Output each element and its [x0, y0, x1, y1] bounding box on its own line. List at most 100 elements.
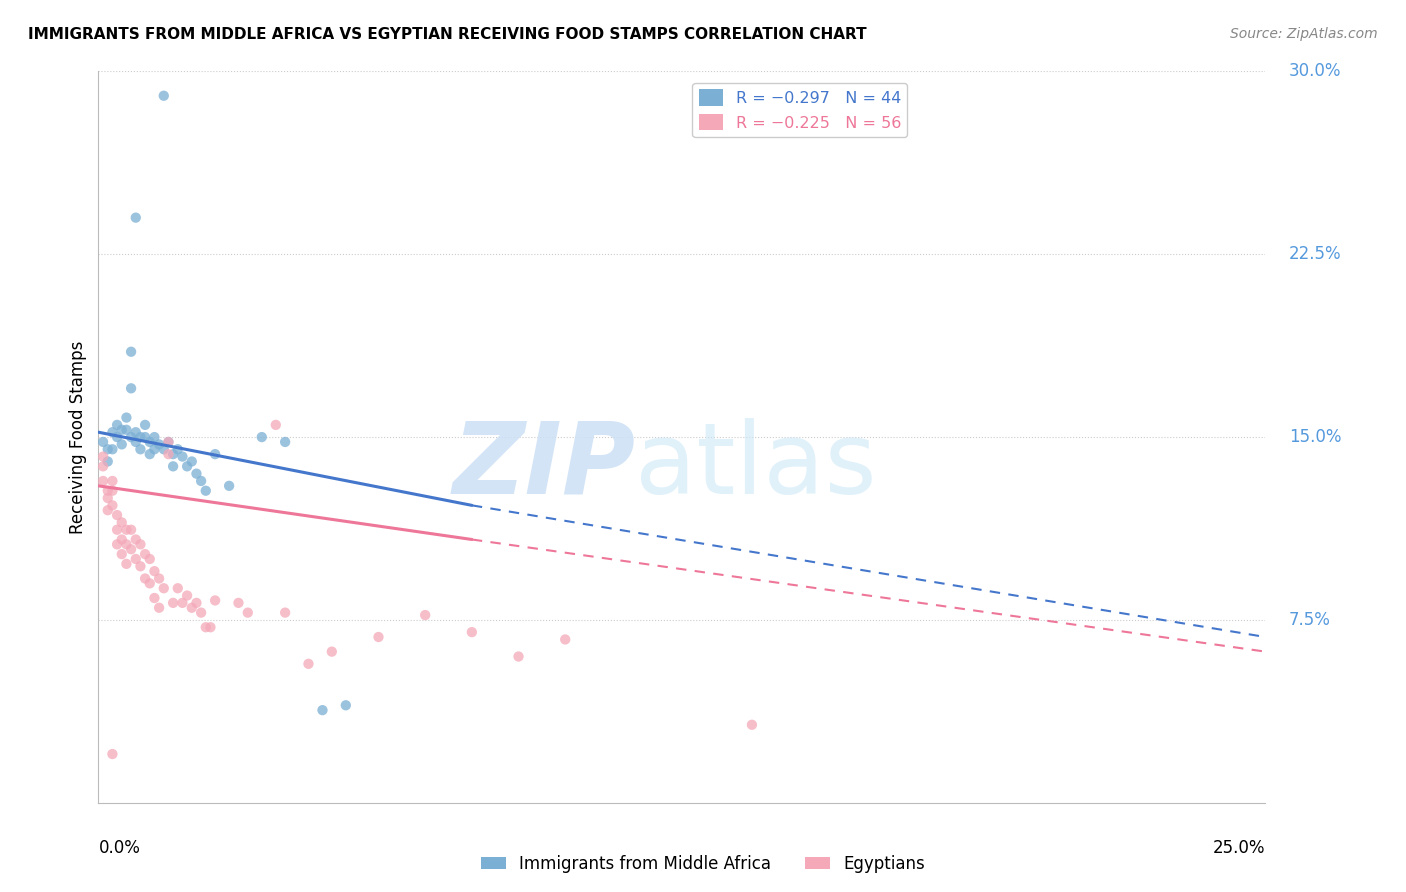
Point — [157, 434, 180, 449]
Point — [125, 211, 148, 225]
Point — [274, 434, 297, 449]
Y-axis label: Receiving Food Stamps: Receiving Food Stamps — [69, 341, 87, 533]
Point — [172, 450, 194, 464]
Text: 25.0%: 25.0% — [1213, 839, 1265, 857]
Legend: Immigrants from Middle Africa, Egyptians: Immigrants from Middle Africa, Egyptians — [474, 848, 932, 880]
Text: 0.0%: 0.0% — [98, 839, 141, 857]
Point — [143, 591, 166, 605]
Point — [134, 430, 156, 444]
Point — [204, 593, 226, 607]
Point — [139, 447, 162, 461]
Point — [120, 542, 142, 557]
Point — [176, 459, 198, 474]
Point — [157, 434, 180, 449]
Point — [228, 596, 250, 610]
Text: ZIP: ZIP — [453, 417, 636, 515]
Point — [186, 596, 208, 610]
Point — [129, 430, 152, 444]
Point — [139, 434, 162, 449]
Point — [105, 523, 128, 537]
Point — [413, 608, 436, 623]
Point — [166, 581, 188, 595]
Point — [97, 483, 120, 498]
Point — [335, 698, 357, 713]
Point — [115, 537, 138, 551]
Point — [162, 459, 184, 474]
Point — [236, 606, 259, 620]
Point — [120, 430, 142, 444]
Point — [176, 589, 198, 603]
Text: IMMIGRANTS FROM MIDDLE AFRICA VS EGYPTIAN RECEIVING FOOD STAMPS CORRELATION CHAR: IMMIGRANTS FROM MIDDLE AFRICA VS EGYPTIA… — [28, 27, 866, 42]
Point — [152, 581, 174, 595]
Point — [115, 557, 138, 571]
Point — [111, 437, 134, 451]
Point — [101, 499, 124, 513]
Point — [129, 537, 152, 551]
Point — [250, 430, 273, 444]
Point — [134, 417, 156, 432]
Point — [143, 430, 166, 444]
Point — [120, 381, 142, 395]
Text: 7.5%: 7.5% — [1289, 611, 1330, 629]
Point — [139, 552, 162, 566]
Point — [125, 425, 148, 440]
Point — [274, 606, 297, 620]
Point — [180, 600, 202, 615]
Point — [148, 600, 170, 615]
Point — [367, 630, 389, 644]
Point — [172, 596, 194, 610]
Point — [190, 606, 212, 620]
Point — [190, 474, 212, 488]
Point — [180, 454, 202, 468]
Point — [101, 747, 124, 761]
Point — [101, 425, 124, 440]
Point — [115, 410, 138, 425]
Text: 15.0%: 15.0% — [1289, 428, 1341, 446]
Point — [97, 491, 120, 505]
Point — [101, 474, 124, 488]
Point — [204, 447, 226, 461]
Point — [311, 703, 333, 717]
Point — [91, 450, 114, 464]
Point — [125, 434, 148, 449]
Point — [120, 523, 142, 537]
Point — [152, 442, 174, 457]
Point — [139, 576, 162, 591]
Point — [101, 442, 124, 457]
Point — [125, 533, 148, 547]
Point — [157, 447, 180, 461]
Text: 22.5%: 22.5% — [1289, 245, 1341, 263]
Point — [162, 596, 184, 610]
Point — [554, 632, 576, 647]
Point — [105, 417, 128, 432]
Point — [143, 564, 166, 578]
Text: atlas: atlas — [636, 417, 877, 515]
Point — [105, 430, 128, 444]
Point — [461, 625, 484, 640]
Point — [125, 552, 148, 566]
Point — [115, 523, 138, 537]
Legend: R = −0.297   N = 44, R = −0.225   N = 56: R = −0.297 N = 44, R = −0.225 N = 56 — [692, 83, 907, 136]
Point — [741, 718, 763, 732]
Point — [97, 442, 120, 457]
Text: Source: ZipAtlas.com: Source: ZipAtlas.com — [1230, 27, 1378, 41]
Point — [194, 620, 217, 634]
Point — [111, 547, 134, 561]
Point — [111, 516, 134, 530]
Point — [134, 572, 156, 586]
Point — [134, 547, 156, 561]
Point — [129, 442, 152, 457]
Point — [321, 645, 343, 659]
Point — [91, 474, 114, 488]
Point — [297, 657, 319, 671]
Point — [105, 537, 128, 551]
Point — [218, 479, 240, 493]
Point — [264, 417, 287, 432]
Point — [129, 559, 152, 574]
Point — [111, 423, 134, 437]
Point — [91, 434, 114, 449]
Point — [508, 649, 530, 664]
Point — [148, 572, 170, 586]
Point — [111, 533, 134, 547]
Point — [105, 508, 128, 522]
